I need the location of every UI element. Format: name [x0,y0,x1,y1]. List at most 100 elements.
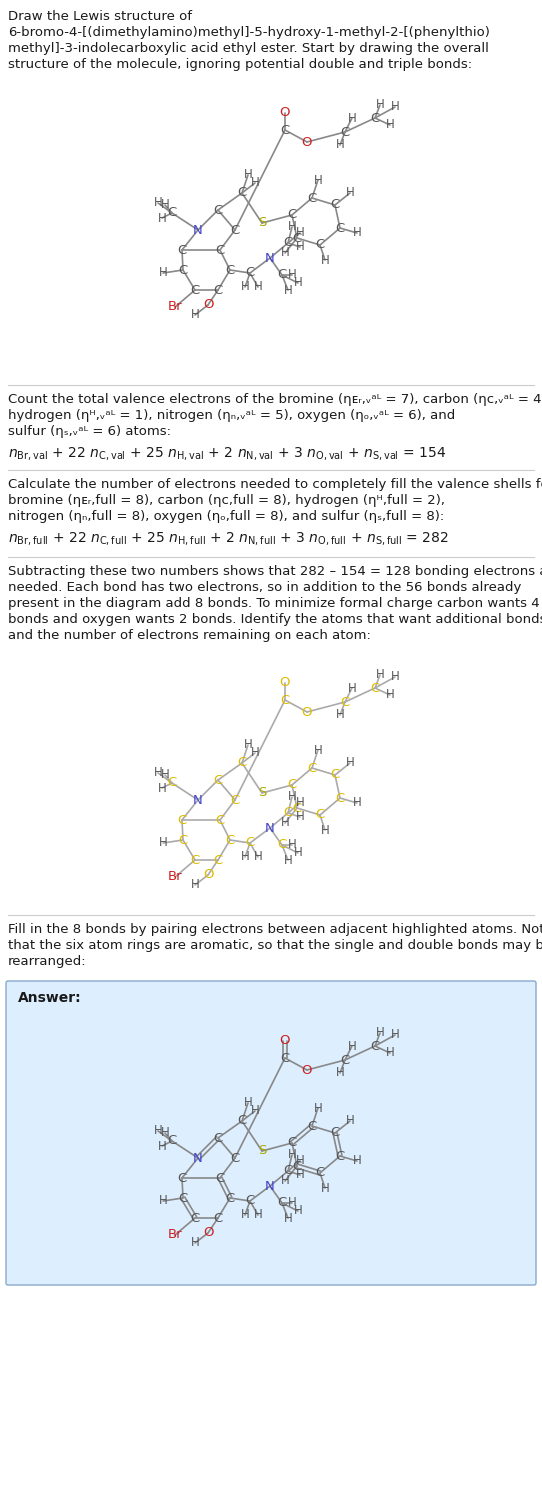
Text: C: C [190,1212,199,1225]
Text: C: C [246,837,255,850]
Text: N: N [265,1179,275,1192]
Text: C: C [287,778,296,792]
Text: C: C [331,199,340,212]
Text: 6-bromo-4-[(dimethylamino)methyl]-5-hydroxy-1-methyl-2-[(phenylthio): 6-bromo-4-[(dimethylamino)methyl]-5-hydr… [8,25,490,39]
Text: H: H [160,1126,169,1140]
Text: H: H [295,241,305,254]
Text: H: H [159,266,167,279]
Text: C: C [225,1192,235,1204]
Text: needed. Each bond has two electrons, so in addition to the 56 bonds already: needed. Each bond has two electrons, so … [8,581,521,595]
Text: C: C [370,1040,379,1052]
Text: H: H [391,100,399,114]
Text: and the number of electrons remaining on each atom:: and the number of electrons remaining on… [8,629,371,642]
Text: N: N [193,224,203,236]
Text: C: C [237,756,247,769]
Text: Calculate the number of electrons needed to completely fill the valence shells f: Calculate the number of electrons needed… [8,478,542,492]
Text: C: C [278,269,287,281]
Text: C: C [292,1159,302,1173]
Text: H: H [353,796,362,810]
Text: H: H [243,1097,253,1110]
Text: C: C [283,1164,293,1177]
Text: C: C [246,1195,255,1207]
Text: H: H [288,269,296,281]
Text: C: C [237,187,247,200]
Text: H: H [294,276,302,290]
Text: C: C [283,807,293,820]
Text: C: C [214,284,223,296]
Text: H: H [283,1212,292,1225]
Text: N: N [265,251,275,264]
Text: H: H [314,173,322,187]
Text: C: C [190,284,199,296]
Text: H: H [294,1204,302,1218]
Text: H: H [159,837,167,850]
Text: C: C [177,814,186,826]
Text: H: H [153,766,163,780]
Text: H: H [295,1168,305,1182]
Text: C: C [214,1131,223,1144]
Text: C: C [331,768,340,781]
Text: O: O [302,136,312,148]
Text: H: H [283,284,292,296]
Text: H: H [376,99,384,112]
Text: C: C [178,1192,188,1204]
Text: C: C [214,853,223,867]
Text: H: H [347,112,357,124]
Text: H: H [288,838,296,852]
Text: C: C [246,266,255,279]
Text: O: O [203,1227,213,1240]
Text: N: N [193,793,203,807]
Text: Br: Br [167,871,182,883]
Text: H: H [314,744,322,756]
Text: present in the diagram add 8 bonds. To minimize formal charge carbon wants 4: present in the diagram add 8 bonds. To m… [8,598,540,610]
Text: O: O [280,1034,291,1047]
Text: C: C [230,224,240,236]
Text: H: H [241,281,249,293]
Text: H: H [347,1040,357,1052]
Text: rearranged:: rearranged: [8,955,87,968]
Text: H: H [283,853,292,867]
Text: O: O [302,1064,312,1077]
Text: C: C [167,206,177,220]
Text: H: H [346,756,354,769]
Text: Count the total valence electrons of the bromine (ηᴇᵣ,ᵥᵃᴸ = 7), carbon (ηᴄ,ᵥᵃᴸ =: Count the total valence electrons of the… [8,393,542,406]
Text: H: H [281,247,289,260]
Text: C: C [280,124,289,136]
Text: H: H [346,1115,354,1128]
Text: bromine (ηᴇᵣ,full = 8), carbon (ηᴄ,full = 8), hydrogen (ηᴴ,full = 2),: bromine (ηᴇᵣ,full = 8), carbon (ηᴄ,full … [8,495,445,506]
Text: Answer:: Answer: [18,991,82,1005]
Text: C: C [225,263,235,276]
Text: nitrogen (ηₙ,full = 8), oxygen (ηₒ,full = 8), and sulfur (ηₛ,full = 8):: nitrogen (ηₙ,full = 8), oxygen (ηₒ,full … [8,509,444,523]
Text: H: H [321,1182,330,1195]
Text: H: H [385,118,395,131]
Text: C: C [225,834,235,847]
Text: Br: Br [167,1228,182,1242]
Text: C: C [370,681,379,695]
Text: H: H [288,790,296,804]
Text: H: H [391,1028,399,1041]
Text: C: C [214,1212,223,1225]
Text: S: S [258,217,266,230]
Text: C: C [278,838,287,852]
Text: H: H [295,227,305,239]
Text: H: H [250,176,260,190]
Text: H: H [391,671,399,683]
Text: H: H [376,668,384,681]
Text: C: C [315,1167,325,1179]
Text: C: C [230,1152,240,1164]
Text: C: C [190,853,199,867]
Text: C: C [335,1149,345,1162]
Text: C: C [292,801,302,814]
Text: H: H [288,1149,296,1161]
Text: C: C [178,263,188,276]
Text: C: C [370,112,379,124]
Text: H: H [241,850,249,864]
Text: H: H [158,781,166,795]
Text: C: C [278,1197,287,1210]
Text: C: C [167,777,177,789]
Text: C: C [214,203,223,217]
Text: O: O [280,677,291,690]
Text: $n_{\rm Br,full}$ + 22 $n_{\rm C,full}$ + 25 $n_{\rm H,full}$ + 2 $n_{\rm N,full: $n_{\rm Br,full}$ + 22 $n_{\rm C,full}$ … [8,530,449,547]
Text: C: C [315,808,325,822]
Text: C: C [307,762,317,774]
